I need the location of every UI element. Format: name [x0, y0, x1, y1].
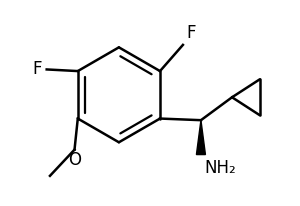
- Text: F: F: [32, 60, 42, 78]
- Polygon shape: [196, 120, 206, 154]
- Text: O: O: [68, 151, 81, 169]
- Text: F: F: [186, 24, 196, 42]
- Text: NH₂: NH₂: [204, 159, 236, 178]
